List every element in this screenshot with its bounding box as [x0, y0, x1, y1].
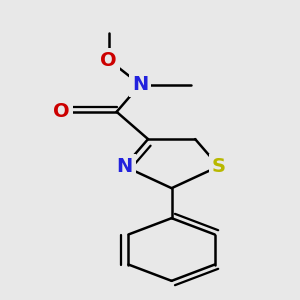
Text: N: N — [132, 75, 148, 94]
Text: O: O — [53, 102, 70, 121]
Text: O: O — [100, 50, 117, 70]
Text: S: S — [212, 157, 226, 176]
Text: N: N — [116, 157, 133, 176]
